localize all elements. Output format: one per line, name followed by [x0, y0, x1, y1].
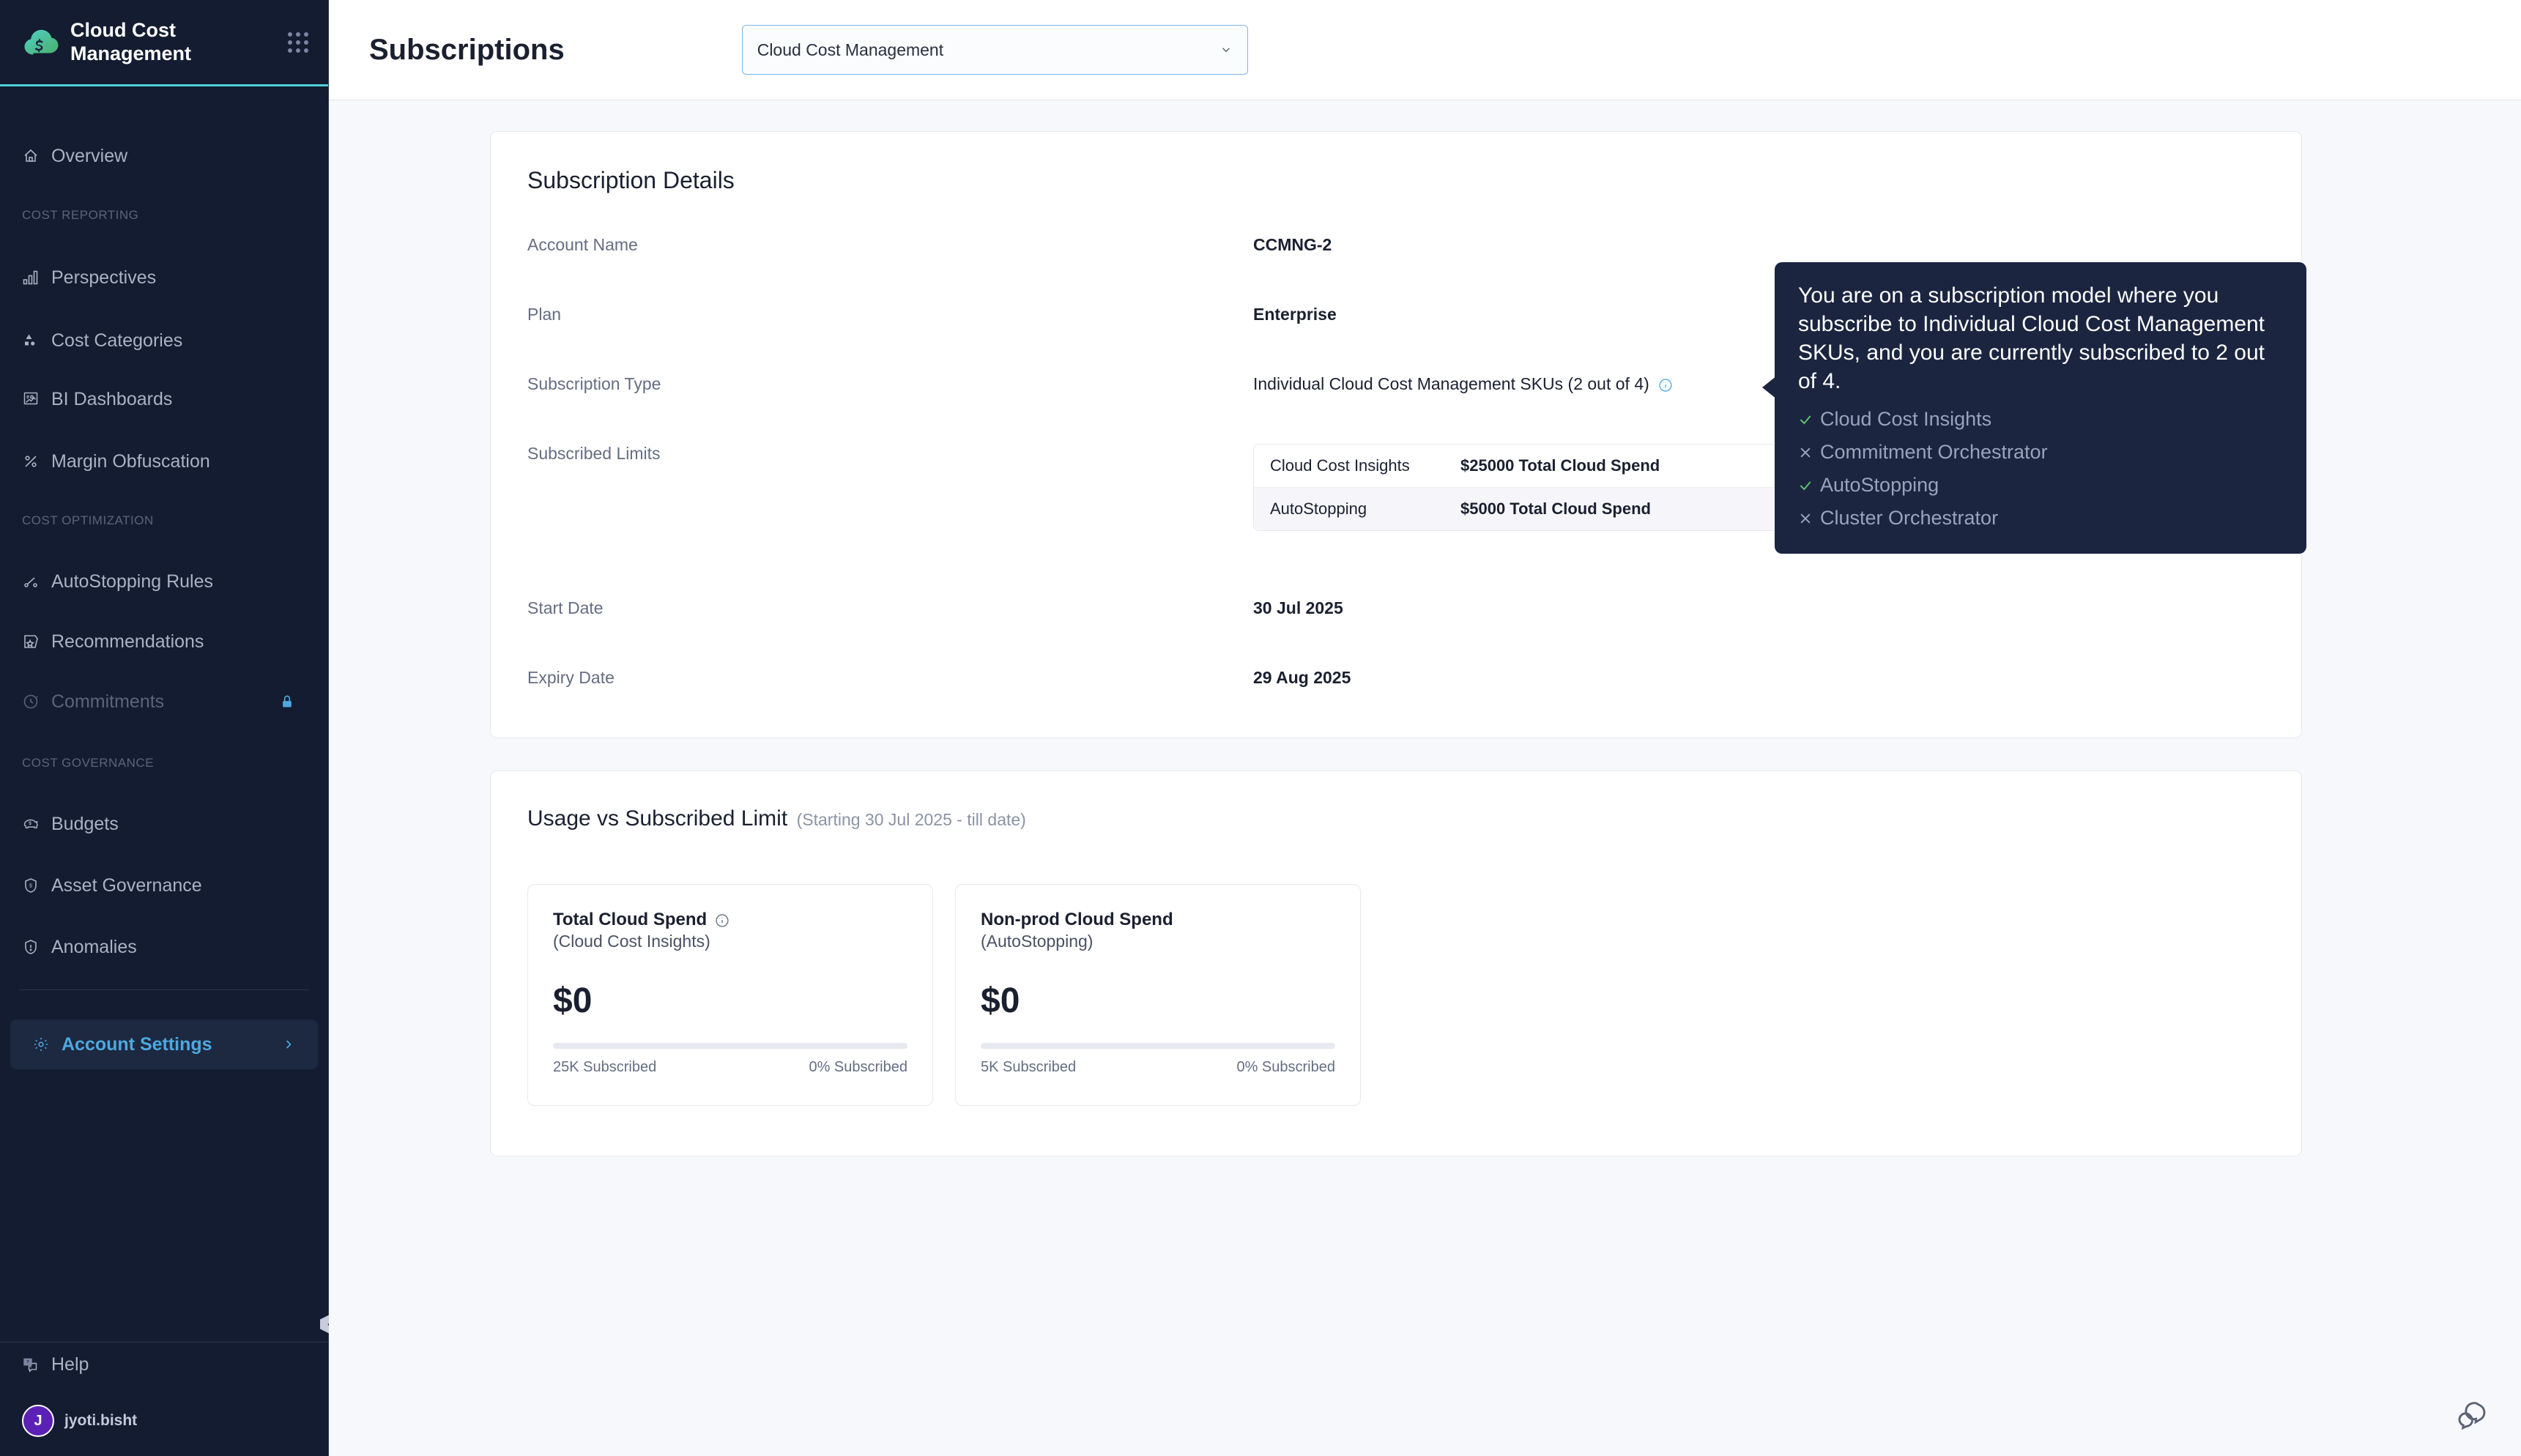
- svg-text:$: $: [29, 821, 31, 826]
- svg-text:$: $: [29, 884, 32, 889]
- svg-text:?: ?: [26, 1359, 29, 1364]
